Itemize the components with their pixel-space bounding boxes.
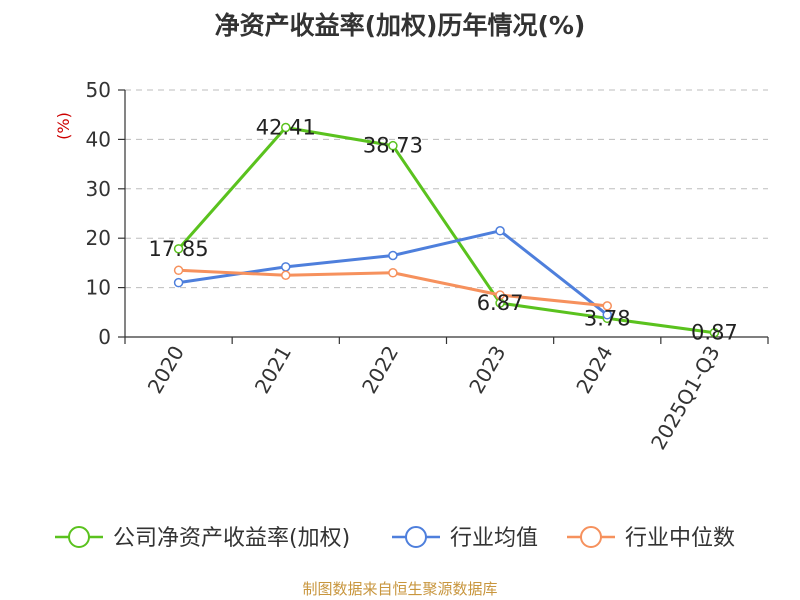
x-tick-label: 2022 bbox=[357, 342, 403, 398]
data-label: 6.87 bbox=[477, 291, 524, 315]
legend-swatch-marker bbox=[580, 526, 602, 548]
data-point bbox=[709, 327, 720, 338]
y-tick-label: 0 bbox=[98, 325, 111, 349]
data-label: 0.87 bbox=[691, 321, 738, 345]
y-tick-label: 10 bbox=[86, 276, 111, 300]
y-tick-label: 40 bbox=[86, 127, 111, 151]
y-tick-label: 20 bbox=[86, 226, 111, 250]
data-point bbox=[495, 290, 505, 300]
y-tick-label: 50 bbox=[86, 78, 111, 102]
y-tick-label: 30 bbox=[86, 177, 111, 201]
x-tick-label: 2025Q1-Q3 bbox=[646, 342, 725, 454]
data-point bbox=[173, 265, 184, 276]
data-label: 3.78 bbox=[584, 306, 631, 330]
data-point bbox=[281, 262, 291, 272]
data-point bbox=[173, 277, 184, 288]
data-point bbox=[173, 244, 184, 254]
series-line bbox=[177, 125, 715, 335]
data-label: 38.73 bbox=[363, 134, 423, 158]
data-point bbox=[602, 310, 612, 320]
data-point bbox=[388, 250, 398, 261]
legend: 公司净资产收益率(加权) 行业均值 行业中位数 bbox=[55, 526, 735, 551]
data-point bbox=[281, 122, 291, 133]
x-tick-label: 2021 bbox=[250, 342, 296, 398]
data-label: 42.41 bbox=[256, 115, 316, 139]
series-lines bbox=[173, 122, 720, 338]
x-tick-label: 2020 bbox=[143, 342, 189, 398]
x-tick-label: 2024 bbox=[571, 342, 617, 398]
source-footer: 制图数据来自恒生聚源数据库 bbox=[302, 580, 498, 598]
y-axis-unit: (%) bbox=[54, 112, 73, 140]
legend-swatch-marker bbox=[68, 526, 90, 548]
data-label: 17.85 bbox=[149, 237, 209, 261]
chart-title: 净资产收益率(加权)历年情况(%) bbox=[214, 11, 586, 40]
data-point bbox=[388, 268, 398, 278]
grid-lines bbox=[125, 89, 768, 289]
data-labels: 17.85 42.41 38.73 6.87 3.78 0.87 bbox=[149, 115, 738, 344]
data-point bbox=[602, 301, 612, 311]
legend-label: 公司净资产收益率(加权) bbox=[113, 526, 350, 551]
legend-swatch-marker bbox=[405, 526, 427, 548]
legend-label: 行业均值 bbox=[450, 526, 538, 551]
data-point bbox=[281, 270, 291, 280]
data-point bbox=[388, 140, 398, 151]
legend-label: 行业中位数 bbox=[625, 526, 735, 551]
x-tick-label: 2023 bbox=[464, 342, 510, 398]
data-point bbox=[495, 226, 505, 236]
